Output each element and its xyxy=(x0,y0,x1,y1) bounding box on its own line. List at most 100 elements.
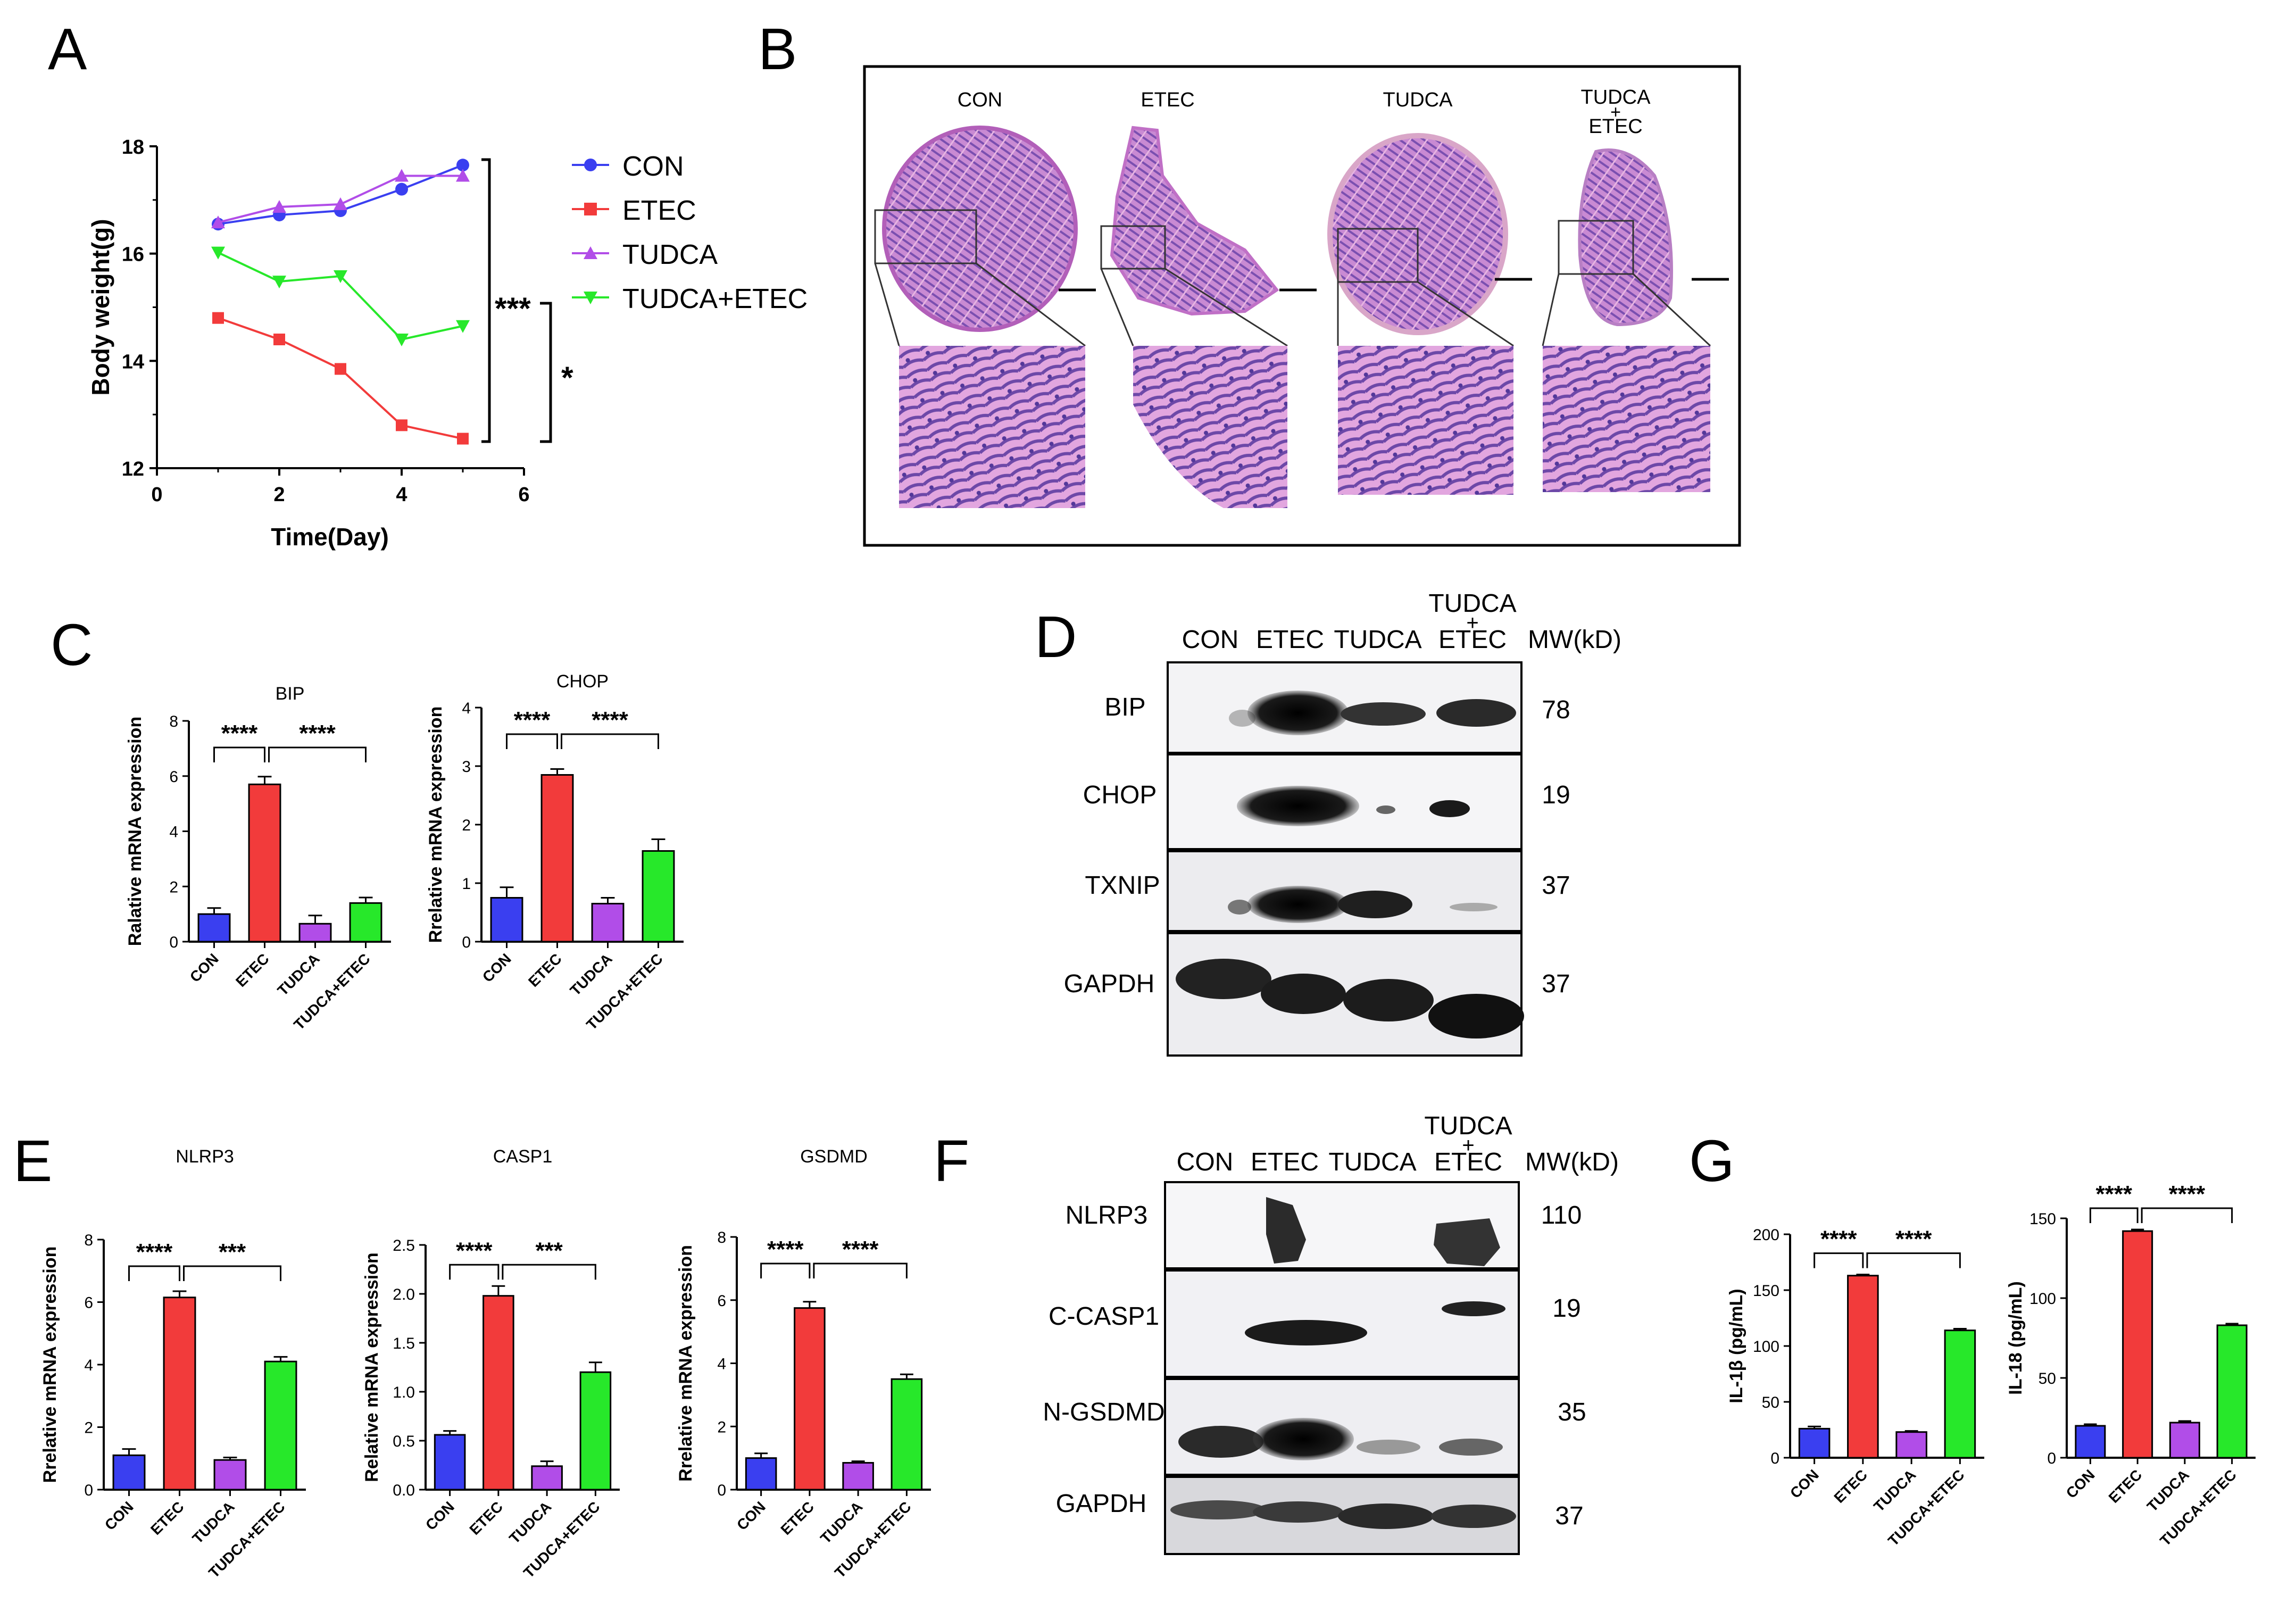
data-point-con xyxy=(395,182,408,196)
data-point-tudca xyxy=(211,215,225,229)
body-weight-line-chart: 12 14 16 18 0 2 4 6 Time(Day) Body weight(g) xyxy=(87,136,530,551)
histology-etec xyxy=(1100,126,1317,508)
panel-f: F CON ETEC TUDCA TUDCA + ETEC MW(kD) NLR… xyxy=(934,1112,1619,1555)
bar-G2-tudca-etec xyxy=(2216,1324,2248,1459)
y-tick-label-E2: 1.0 xyxy=(393,1384,415,1401)
y-tick-label-C1: 4 xyxy=(169,824,178,841)
bar-E3-con xyxy=(745,1457,777,1491)
sig-label-E2: **** xyxy=(456,1237,493,1264)
data-point-etec xyxy=(212,312,224,324)
panel-letter-e: E xyxy=(13,1128,52,1194)
legend-label-etec: ETEC xyxy=(622,195,696,226)
bar-C2-etec xyxy=(540,774,574,943)
blot-label-chop: CHOP xyxy=(1083,781,1157,809)
histology-label-tudca: TUDCA xyxy=(1383,89,1453,111)
blot-label-n-gsdmd: N-GSDMD xyxy=(1043,1398,1164,1426)
x-tick-label-G1: CON xyxy=(1787,1466,1822,1501)
x-tick-label-E1: ETEC xyxy=(147,1498,187,1538)
sig-bracket-E1 xyxy=(128,1265,180,1281)
x-tick-label-a: 0 xyxy=(151,484,162,506)
y-axis-title-C2: Rrelative mRNA expression xyxy=(426,707,446,943)
chop-mrna-bar-chart: 0 1 2 3 4 CHOP Rrelative mRNA expression CON ETE… xyxy=(426,671,684,1033)
sig-bracket-G1 xyxy=(1813,1252,1864,1268)
y-tick-label-G1: 200 xyxy=(1753,1226,1779,1244)
data-point-tudca xyxy=(272,200,286,213)
sig-label-E1: *** xyxy=(219,1239,246,1265)
gsdmd-mrna-bar-chart: 0 2 4 6 8 GSDMD Rrelative mRNA expression CON ET… xyxy=(676,1147,931,1581)
panel-c: C 0 2 4 6 8 BIP Ralative mRNA expression CON ETE… xyxy=(51,612,684,1033)
panel-letter-g: G xyxy=(1689,1128,1735,1194)
x-tick-label-C2: CON xyxy=(479,950,514,985)
bar-C1-etec xyxy=(248,783,281,943)
blot-row-chop: CHOP 19 xyxy=(1083,753,1570,850)
y-tick-label-E1: 8 xyxy=(84,1232,93,1249)
sig-label-E1: **** xyxy=(136,1239,173,1265)
panel-letter-f: F xyxy=(934,1128,969,1194)
x-tick-label-E2: ETEC xyxy=(466,1498,506,1538)
x-tick-label-E2: TUDCA xyxy=(506,1498,554,1547)
sig-bracket-C2 xyxy=(506,733,558,749)
histology-label-con: CON xyxy=(958,89,1002,111)
bar-E3-etec xyxy=(794,1307,826,1491)
casp1-mrna-bar-chart: 0.0 0.5 1.0 1.5 2.0 2.5 CASP1 Relative mRNA exp… xyxy=(362,1147,620,1581)
x-tick-label-a: 2 xyxy=(273,484,285,506)
y-tick-label-E2: 2.5 xyxy=(393,1237,415,1255)
chart-title-C1: BIP xyxy=(276,684,305,704)
blot-row-nlrp3: NLRP3 110 xyxy=(1066,1181,1582,1269)
x-tick-label-E2: CON xyxy=(422,1498,457,1533)
y-tick-label-E3: 0 xyxy=(717,1482,726,1499)
chart-title-E1: NLRP3 xyxy=(176,1147,234,1167)
data-point-tudca-etec xyxy=(334,270,347,284)
mw-header-f: MW(kD) xyxy=(1525,1148,1619,1176)
data-point-etec xyxy=(335,363,346,375)
bip-mrna-bar-chart: 0 2 4 6 8 BIP Ralative mRNA expression CON ETEC T… xyxy=(125,684,391,1033)
bar-G1-etec xyxy=(1847,1275,1879,1459)
bar-E2-tudca-etec xyxy=(579,1371,612,1491)
x-tick-label-C2: ETEC xyxy=(525,950,565,990)
y-tick-label-C1: 0 xyxy=(169,934,178,951)
data-point-etec xyxy=(457,433,469,445)
y-tick-label-C1: 8 xyxy=(169,713,178,730)
data-point-etec xyxy=(273,334,285,345)
sig-bracket-E2 xyxy=(449,1264,500,1280)
sig-bracket-G2 xyxy=(2089,1207,2139,1223)
legend-label-tudca-etec: TUDCA+ETEC xyxy=(622,284,808,314)
y-axis-title-a: Body weight(g) xyxy=(87,219,114,395)
blot-label-gapdh-f: GAPDH xyxy=(1056,1490,1147,1518)
y-axis-title-E2: Relative mRNA expression xyxy=(362,1252,382,1482)
x-tick-label-G2: ETEC xyxy=(2106,1466,2145,1506)
sig-label-C2: **** xyxy=(592,707,628,733)
data-point-tudca-etec xyxy=(395,334,409,346)
bar-C1-tudca xyxy=(298,923,332,943)
bar-E1-etec xyxy=(163,1297,196,1491)
histology-label-combo-1: TUDCA xyxy=(1581,86,1651,109)
lane-label-f-combo-1: TUDCA xyxy=(1424,1112,1512,1140)
blot-row-txnip: TXNIP 37 xyxy=(1085,850,1570,932)
bar-G1-tudca-etec xyxy=(1944,1330,1976,1459)
blot-row-bip: BIP 78 xyxy=(1104,661,1570,754)
sig-label-E3: **** xyxy=(842,1236,879,1262)
x-tick-label-E3: TUDCA xyxy=(817,1498,866,1547)
sig-label-G2: **** xyxy=(2169,1181,2206,1207)
blot-mw-nlrp3: 110 xyxy=(1541,1201,1582,1229)
blot-mw-txnip: 37 xyxy=(1542,871,1570,900)
panel-letter-b: B xyxy=(758,16,797,82)
blot-row-gapdh-f: GAPDH 37 xyxy=(1056,1476,1584,1555)
sig-label-G1: **** xyxy=(1820,1226,1857,1252)
y-tick-label-G2: 100 xyxy=(2029,1290,2056,1308)
blot-label-c-casp1: C-CASP1 xyxy=(1049,1302,1159,1331)
bar-C2-tudca-etec xyxy=(642,850,675,943)
histology-tudca-etec xyxy=(1542,148,1729,492)
significance-brackets-a xyxy=(481,158,552,443)
y-tick-label-E2: 0.0 xyxy=(393,1482,415,1499)
data-point-tudca-etec xyxy=(211,246,225,260)
bar-E2-con xyxy=(434,1434,466,1491)
lane-label-f-con: CON xyxy=(1177,1148,1234,1176)
lane-label-f-combo-3: ETEC xyxy=(1434,1148,1502,1176)
y-tick-label-a: 16 xyxy=(122,244,144,266)
bar-E1-tudca xyxy=(213,1459,247,1491)
lane-label-tudca: TUDCA xyxy=(1334,626,1421,654)
bar-C1-con xyxy=(197,913,231,943)
